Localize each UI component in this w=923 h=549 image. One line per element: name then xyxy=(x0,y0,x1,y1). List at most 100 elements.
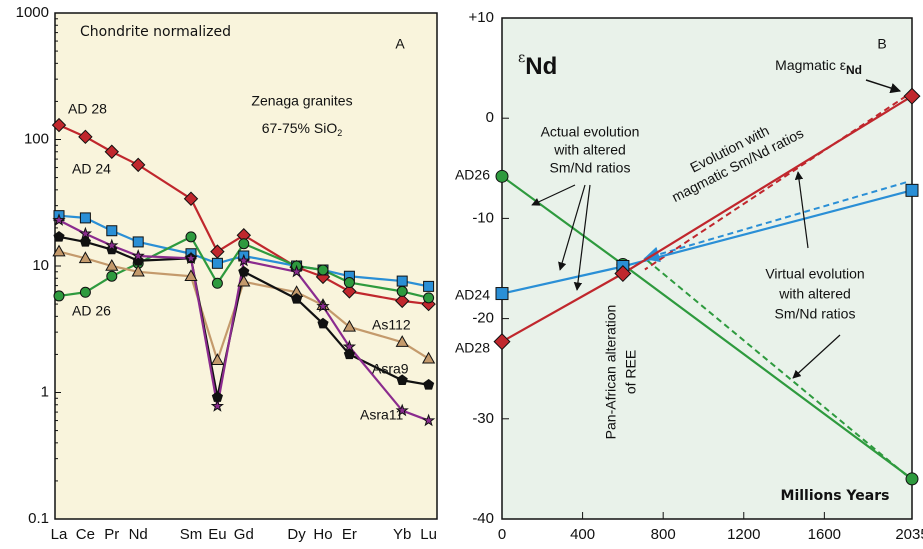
series-label: AD28 xyxy=(455,340,490,356)
annotation: Sm/Nd ratios xyxy=(550,160,631,176)
y-tick-label: 0.1 xyxy=(28,510,49,527)
y-tick-label: -10 xyxy=(472,209,494,226)
series-label: AD24 xyxy=(455,287,490,303)
annotation-group: Virtual evolution with altered Sm/Nd ratio… xyxy=(765,266,864,322)
y-tick-label: 1 xyxy=(41,383,49,400)
x-tick-label: Ho xyxy=(313,526,332,543)
point xyxy=(291,292,303,304)
point xyxy=(342,319,357,332)
y-tick-label: -20 xyxy=(472,310,494,327)
arrow xyxy=(558,184,586,271)
series-label: AD26 xyxy=(455,167,490,183)
point xyxy=(237,274,251,287)
point xyxy=(423,378,435,390)
point xyxy=(495,169,509,183)
point xyxy=(495,287,509,301)
line-segment xyxy=(137,163,192,200)
point xyxy=(78,226,93,240)
line-segment xyxy=(243,270,298,300)
series-label: AD 24 xyxy=(72,161,111,177)
title-symbol: ε xyxy=(518,50,525,66)
point xyxy=(185,231,197,243)
annotation-text: 67-75% SiO xyxy=(262,120,338,136)
point xyxy=(423,280,435,292)
panel-label: A xyxy=(395,36,405,52)
point xyxy=(131,249,145,262)
annotation: 67-75% SiO2 xyxy=(262,120,343,139)
point xyxy=(343,277,355,289)
y-tick-label: -40 xyxy=(472,510,494,527)
line-segment xyxy=(349,290,403,302)
point xyxy=(210,353,225,365)
point xyxy=(79,212,91,224)
y-tick-label: -30 xyxy=(472,410,494,427)
annotation-text: Magmatic ε xyxy=(775,57,846,73)
point xyxy=(905,472,919,486)
line-segment xyxy=(349,325,403,344)
point xyxy=(493,333,511,351)
point xyxy=(317,264,329,276)
x-tick-label: Lu xyxy=(420,526,437,543)
x-tick-label: Pr xyxy=(104,526,119,543)
annotation: Sm/Nd ratios xyxy=(775,306,856,322)
annotation-sub: 2 xyxy=(337,128,342,138)
annotation-sub: Nd xyxy=(846,63,862,77)
x-tick-label: 0 xyxy=(498,526,506,543)
point xyxy=(53,290,65,302)
x-tick-label: La xyxy=(51,526,68,543)
line-segment xyxy=(295,271,324,307)
y-tick-label: 1000 xyxy=(16,4,49,21)
line-segment xyxy=(190,198,219,253)
y-tick-label: 10 xyxy=(32,257,49,274)
point xyxy=(184,251,198,264)
arrow xyxy=(573,184,591,291)
point xyxy=(106,270,118,282)
point xyxy=(423,292,435,304)
annotation-group: Actual evolution with altered Sm/Nd ratios xyxy=(541,124,640,176)
x-tick-label: Eu xyxy=(208,526,226,543)
arrow xyxy=(792,334,841,379)
chart-title: Zenaga granites xyxy=(251,93,352,109)
point xyxy=(78,251,93,264)
x-tick-label: Nd xyxy=(129,526,148,543)
series-label: AD 26 xyxy=(72,303,111,319)
line-segment xyxy=(137,235,192,265)
x-tick-label: Gd xyxy=(234,526,254,543)
point xyxy=(131,264,145,277)
annotation: with altered xyxy=(778,286,851,302)
point xyxy=(51,117,67,133)
line-segment xyxy=(243,254,297,268)
line-segment xyxy=(189,258,219,407)
annotation: Chondrite normalized xyxy=(80,24,231,40)
line-segment xyxy=(137,240,192,255)
annotation: Virtual evolution xyxy=(765,266,864,282)
point xyxy=(211,277,223,289)
point xyxy=(52,244,66,257)
point xyxy=(210,399,225,412)
point xyxy=(343,348,355,360)
line-segment xyxy=(216,243,245,284)
point xyxy=(614,265,632,283)
x-tick-label: Yb xyxy=(393,526,411,543)
point xyxy=(396,374,408,385)
point xyxy=(342,284,357,299)
magmatic-evolution xyxy=(643,181,907,263)
point xyxy=(421,351,436,364)
y-tick-label: 0 xyxy=(486,109,494,126)
series-label: Asra11 xyxy=(360,407,404,423)
annotation: with altered xyxy=(553,142,626,158)
point xyxy=(105,238,119,252)
line-segment xyxy=(243,280,297,294)
line-segment xyxy=(349,275,403,283)
x-tick-label: 1600 xyxy=(808,526,841,543)
arrow xyxy=(794,171,809,249)
point xyxy=(342,339,357,353)
point xyxy=(79,236,91,247)
x-tick-label: Dy xyxy=(287,526,306,543)
point xyxy=(395,335,409,347)
line-segment xyxy=(190,236,219,284)
point xyxy=(52,213,66,226)
point xyxy=(316,299,330,312)
line-segment xyxy=(189,275,219,361)
